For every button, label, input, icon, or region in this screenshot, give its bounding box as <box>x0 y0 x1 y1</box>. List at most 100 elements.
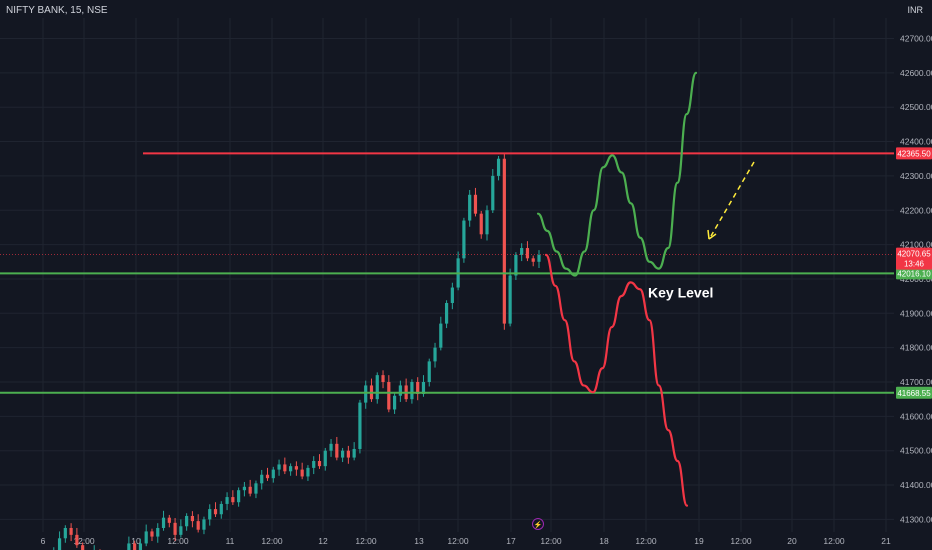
candle-body <box>329 443 333 451</box>
y-tick-label: 41500.00 <box>900 446 932 456</box>
candle-body <box>427 361 431 382</box>
candle-body <box>289 466 293 472</box>
y-tick-label: 42100.00 <box>900 240 932 250</box>
candle-body <box>185 515 189 527</box>
support-price-tag <box>896 386 932 399</box>
last-price-label: 42070.65 <box>897 250 931 259</box>
y-tick-label: 41800.00 <box>900 343 932 353</box>
candle-body <box>173 522 177 535</box>
symbol-name: NIFTY BANK <box>6 5 65 16</box>
y-tick-label: 42700.00 <box>900 34 932 44</box>
interval-label: 15 <box>70 5 82 16</box>
candle-body <box>508 275 512 324</box>
candle-body <box>312 461 316 468</box>
exchange-label: NSE <box>86 5 108 16</box>
y-tick-label: 41300.00 <box>900 514 932 524</box>
y-tick-label: 41400.00 <box>900 480 932 490</box>
x-tick-label: 20 <box>787 536 797 546</box>
candle-body <box>208 509 212 520</box>
candle-body <box>219 503 223 515</box>
candle-body <box>277 464 281 470</box>
x-tick-label: 19 <box>694 536 704 546</box>
x-tick-label: 12:00 <box>823 536 845 546</box>
x-tick-label: 12:00 <box>635 536 657 546</box>
x-tick-label: 12:00 <box>540 536 562 546</box>
symbol-header[interactable]: NIFTY BANK, 15, NSE <box>6 5 108 16</box>
x-tick-label: 12:00 <box>73 536 95 546</box>
candle-body <box>283 464 287 472</box>
candle-body <box>410 382 414 400</box>
x-tick-label: 12:00 <box>447 536 469 546</box>
candle-body <box>352 448 356 458</box>
support-price-label: 41668.55 <box>897 389 931 398</box>
y-tick-label: 42400.00 <box>900 137 932 147</box>
candle-body <box>421 382 426 395</box>
candle-body <box>398 385 402 396</box>
candle-body <box>81 545 85 550</box>
candle-body <box>196 521 200 530</box>
candle-body <box>150 531 154 537</box>
candle-body <box>317 461 322 467</box>
x-tick-label: 17 <box>506 536 516 546</box>
x-tick-label: 12:00 <box>261 536 283 546</box>
candle-body <box>416 382 420 395</box>
candle-body <box>127 543 131 550</box>
candle-body <box>213 509 218 515</box>
candle-body <box>167 517 171 523</box>
y-tick-label: 42300.00 <box>900 171 932 181</box>
candle-body <box>462 220 466 259</box>
candle-body <box>341 450 345 458</box>
candle-body <box>537 254 541 262</box>
candle-body <box>75 534 79 546</box>
candle-body <box>439 323 443 348</box>
candle-body <box>231 497 235 503</box>
candle-body <box>300 469 304 477</box>
candle-body <box>364 385 368 403</box>
key-level-annotation: Key Level <box>648 285 713 301</box>
bearish-scenario-path <box>544 253 689 507</box>
candle-body <box>161 517 166 528</box>
candle-body <box>473 194 478 214</box>
x-tick-label: 18 <box>599 536 609 546</box>
candle-body <box>335 443 339 458</box>
candle-body <box>248 486 252 494</box>
y-tick-label: 41900.00 <box>900 308 932 318</box>
last-price-tag <box>896 247 932 270</box>
candle-body <box>63 527 67 539</box>
candle-body <box>520 248 524 255</box>
candle-body <box>190 515 195 522</box>
candle-body <box>387 382 391 410</box>
arrow-head <box>707 229 717 240</box>
candle-body <box>242 486 246 491</box>
candle-body <box>69 527 73 535</box>
candle-body <box>444 302 449 324</box>
x-tick-label: 12:00 <box>355 536 377 546</box>
candle-body <box>202 519 206 530</box>
x-tick-label: 11 <box>226 536 235 546</box>
candle-body <box>531 258 535 262</box>
x-tick-label: 13 <box>414 536 424 546</box>
y-tick-label: 41600.00 <box>900 411 932 421</box>
candle-body <box>294 466 298 470</box>
candle-body <box>156 527 160 537</box>
x-tick-label: 21 <box>881 536 891 546</box>
x-tick-label: 6 <box>41 536 46 546</box>
bullish-scenario-path <box>536 71 698 277</box>
candle-body <box>323 450 327 467</box>
candle-body <box>468 194 472 221</box>
x-tick-label: 12 <box>318 536 328 546</box>
candle-body <box>479 213 483 235</box>
candle-body <box>265 474 270 479</box>
event-marker-icon <box>532 518 544 530</box>
candle-body <box>144 531 148 544</box>
candle-body <box>57 538 62 550</box>
candle-body <box>271 469 275 479</box>
key-level-price-label: 42016.10 <box>897 269 931 278</box>
candle-body <box>433 347 437 362</box>
x-tick-label: 12:00 <box>730 536 752 546</box>
y-tick-label: 42500.00 <box>900 102 932 112</box>
candle-body <box>514 254 518 276</box>
candle-body <box>375 375 379 400</box>
countdown-label: 13:46 <box>904 260 925 269</box>
